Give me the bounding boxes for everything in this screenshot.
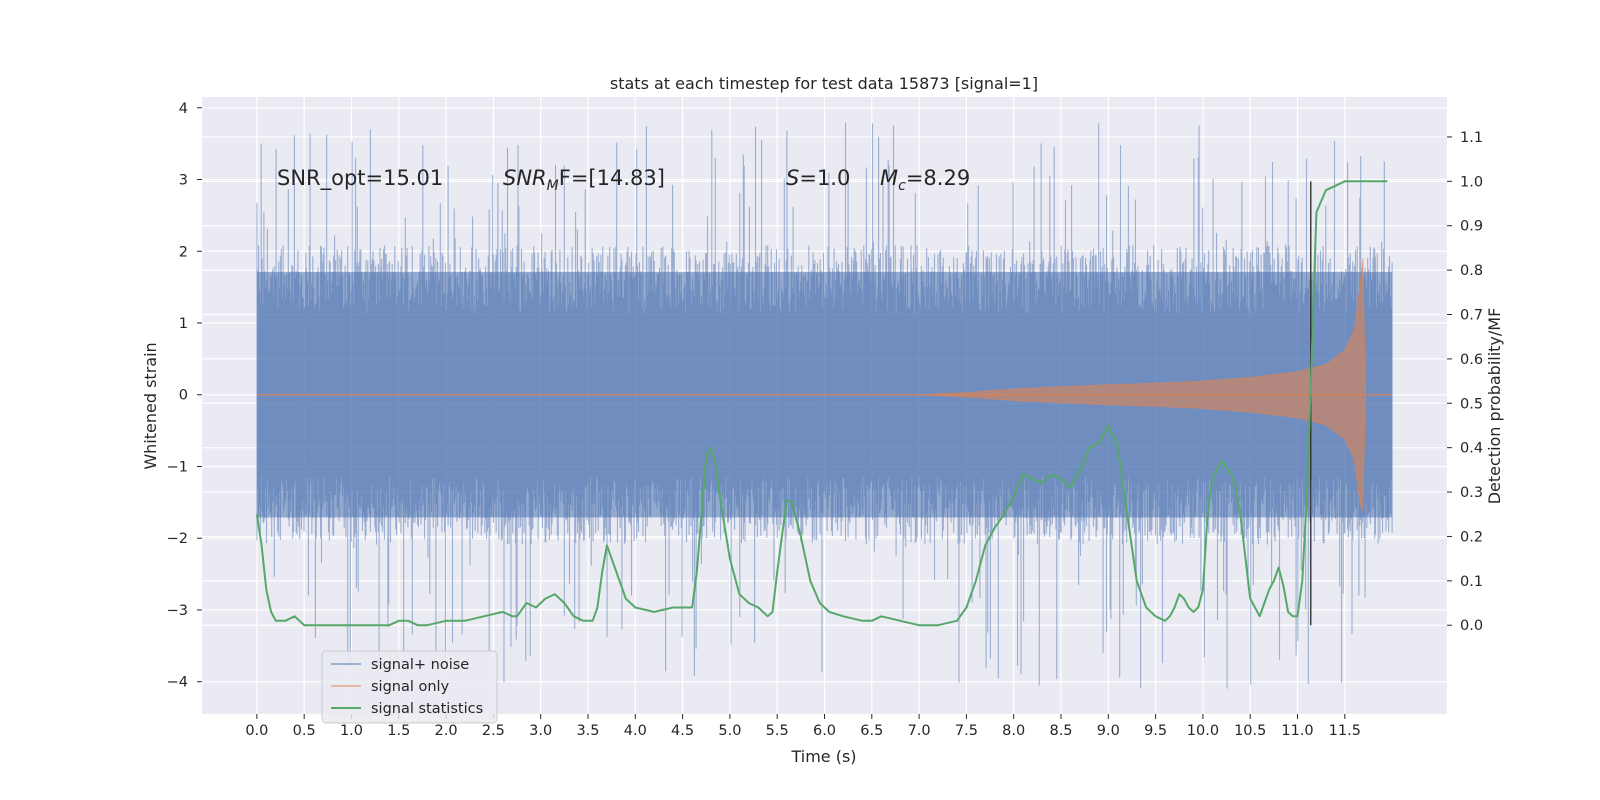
- x-tick-label: 5.0: [718, 723, 741, 739]
- x-tick-label: 6.0: [813, 723, 836, 739]
- x-tick-label: 4.5: [671, 723, 694, 739]
- annotation-mc-sub: c: [898, 178, 906, 194]
- legend-label-signal-noise: signal+ noise: [371, 657, 469, 673]
- series-signal-statistics: [255, 180, 1388, 627]
- x-tick-label: 0.0: [245, 723, 268, 739]
- x-tick-label: 8.0: [1002, 723, 1025, 739]
- y-right-tick-label: 0.7: [1460, 308, 1483, 324]
- x-axis-label: Time (s): [790, 747, 856, 766]
- y-left-tick-label: 1: [179, 316, 188, 332]
- y-left-tick-label: 3: [179, 173, 188, 189]
- y-right-tick-label: 0.8: [1460, 263, 1483, 279]
- x-tick-label: 9.5: [1144, 723, 1167, 739]
- annotation-mc-value: =8.29: [906, 166, 970, 190]
- y-right-tick-label: 0.1: [1460, 574, 1483, 590]
- x-axis-ticks: 0.0 0.5 1.0 1.5 2.0 2.5 3.0 3.5 4.0 4.5 5.0 5.5 6.0 6…: [245, 714, 1361, 739]
- x-tick-label: 5.5: [766, 723, 789, 739]
- y-axis-right-label: Detection probability/MF: [1485, 308, 1504, 505]
- x-tick-label: 2.0: [435, 723, 458, 739]
- series-signal-only: [256, 258, 1393, 511]
- y-left-tick-label: 2: [179, 244, 188, 260]
- legend-label-signal-statistics: signal statistics: [371, 701, 483, 717]
- annotation-mc: Mc=8.29: [880, 166, 970, 194]
- y-right-tick-label: 0.5: [1460, 396, 1483, 412]
- annotation-snr-mf: SNRMF=[14.83]: [503, 166, 665, 194]
- y-left-tick-label: −1: [167, 459, 188, 475]
- y-right-tick-label: 1.0: [1460, 174, 1483, 190]
- y-left-tick-label: 0: [179, 388, 188, 404]
- x-tick-label: 2.5: [482, 723, 505, 739]
- x-tick-label: 9.0: [1097, 723, 1120, 739]
- y-right-tick-label: 0.0: [1460, 618, 1483, 634]
- annotations: SNR_opt=15.01 SNRMF=[14.83] S=1.0 Mc=8.2…: [277, 166, 970, 194]
- x-tick-label: 7.5: [955, 723, 978, 739]
- x-tick-label: 0.5: [293, 723, 316, 739]
- x-tick-label: 6.5: [860, 723, 883, 739]
- y-axis-right-ticks: 1.1 1.0 0.9 0.8 0.7 0.6 0.5 0.4 0.3 0.2 0.1 0.0: [1447, 130, 1483, 634]
- annotation-mc-symbol: M: [880, 166, 898, 190]
- y-left-tick-label: 4: [179, 101, 188, 117]
- legend-box: [321, 650, 498, 724]
- x-tick-label: 3.5: [576, 723, 599, 739]
- y-left-tick-label: −3: [167, 603, 188, 619]
- x-tick-label: 4.0: [624, 723, 647, 739]
- x-tick-label: 11.5: [1329, 723, 1361, 739]
- signal-only-envelope: [256, 258, 1393, 511]
- x-tick-label: 7.0: [908, 723, 931, 739]
- annotation-s-symbol: S: [786, 166, 799, 190]
- annotation-snr-opt: SNR_opt=15.01: [277, 166, 443, 191]
- chart-title: stats at each timestep for test data 158…: [610, 74, 1038, 93]
- x-tick-label: 3.0: [529, 723, 552, 739]
- annotation-snr-mf-rest: F=[14.83]: [559, 166, 665, 190]
- y-right-tick-label: 1.1: [1460, 130, 1483, 146]
- x-tick-label: 1.5: [387, 723, 410, 739]
- y-right-tick-label: 0.6: [1460, 352, 1483, 368]
- y-right-tick-label: 0.2: [1460, 529, 1483, 545]
- annotation-s: S=1.0: [786, 166, 850, 190]
- y-axis-left-label: Whitened strain: [141, 342, 160, 469]
- legend: signal+ noise signal only signal statist…: [321, 650, 498, 724]
- y-right-tick-label: 0.9: [1460, 219, 1483, 235]
- annotation-s-value: =1.0: [799, 166, 850, 190]
- x-tick-label: 10.0: [1187, 723, 1219, 739]
- annotation-snr-mf-main: SNR: [503, 166, 547, 190]
- signal-statistics-line: [255, 180, 1388, 627]
- legend-label-signal-only: signal only: [371, 679, 450, 695]
- x-tick-label: 1.0: [340, 723, 363, 739]
- y-right-tick-label: 0.4: [1460, 441, 1483, 457]
- annotation-snr-mf-sub: M: [547, 178, 559, 194]
- y-right-tick-label: 0.3: [1460, 485, 1483, 501]
- x-tick-label: 11.0: [1281, 723, 1313, 739]
- y-left-tick-label: −4: [167, 675, 188, 691]
- x-tick-label: 8.5: [1049, 723, 1072, 739]
- y-axis-left-ticks: 4 3 2 1 0 −1 −2 −3 −4: [167, 101, 202, 691]
- y-left-tick-label: −2: [167, 531, 188, 547]
- x-tick-label: 10.5: [1234, 723, 1266, 739]
